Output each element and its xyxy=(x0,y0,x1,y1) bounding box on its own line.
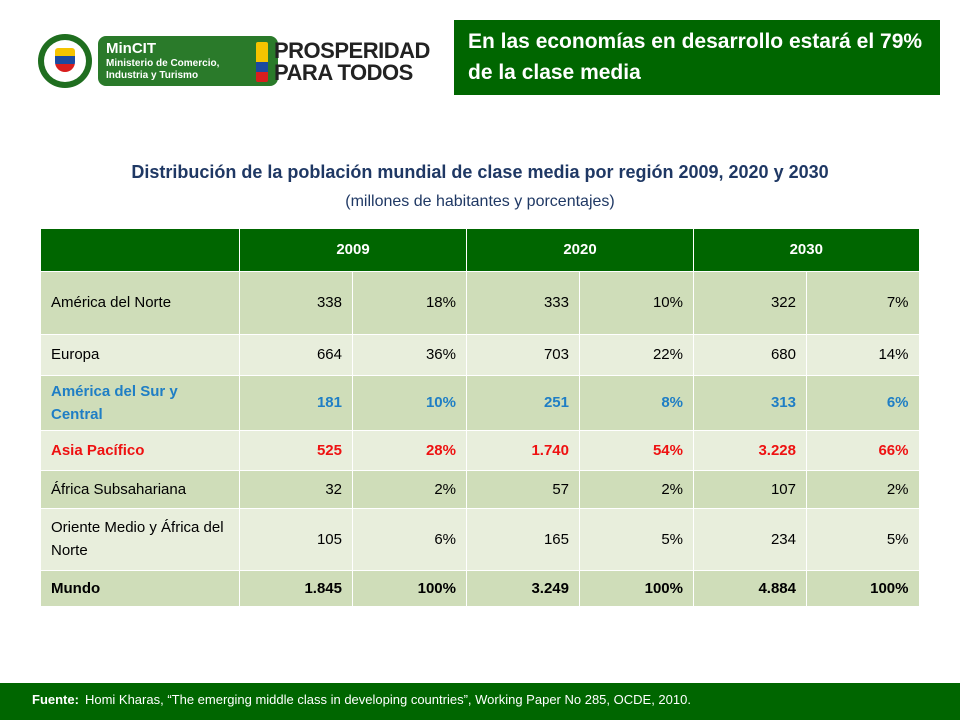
value-cell: 313 xyxy=(693,374,807,430)
header-2009: 2009 xyxy=(239,229,467,271)
table-row: Mundo 1.845 100% 3.249 100% 4.884 100% xyxy=(40,569,919,606)
value-cell: 525 xyxy=(239,429,353,470)
region-label: Asia Pacífico xyxy=(40,429,240,470)
prosperidad-line1: PROSPERIDAD xyxy=(274,38,430,63)
coat-of-arms-icon xyxy=(38,34,92,88)
value-cell: 181 xyxy=(239,374,353,430)
percent-cell: 5% xyxy=(579,507,694,570)
table-row: África Subsahariana 32 2% 57 2% 107 2% xyxy=(40,469,919,508)
value-cell: 32 xyxy=(239,469,353,508)
percent-cell: 10% xyxy=(352,374,467,430)
mincit-subtitle: Ministerio de Comercio, Industria y Turi… xyxy=(106,58,220,81)
percent-cell: 100% xyxy=(352,569,467,606)
colombia-flag-icon xyxy=(256,42,268,82)
percent-cell: 6% xyxy=(806,374,919,430)
percent-cell: 7% xyxy=(806,270,919,334)
region-label: Oriente Medio y África del Norte xyxy=(40,507,240,570)
table-row: Asia Pacífico 525 28% 1.740 54% 3.228 66% xyxy=(40,429,919,470)
percent-cell: 66% xyxy=(806,429,919,470)
region-label: África Subsahariana xyxy=(40,469,240,508)
table-header-row: 2009 2020 2030 xyxy=(40,229,919,271)
table-row: América del Norte 338 18% 333 10% 322 7% xyxy=(40,270,919,334)
value-cell: 322 xyxy=(693,270,807,334)
table-row: Europa 664 36% 703 22% 680 14% xyxy=(40,333,919,375)
region-label: Europa xyxy=(40,333,240,375)
percent-cell: 18% xyxy=(352,270,467,334)
value-cell: 338 xyxy=(239,270,353,334)
region-label: América del Norte xyxy=(40,270,240,334)
page-title: Distribución de la población mundial de … xyxy=(131,162,829,182)
table-row: Oriente Medio y África del Norte 105 6% 165… xyxy=(40,507,919,570)
page-subtitle: (millones de habitantes y porcentajes) xyxy=(345,193,615,210)
prosperidad-logo: PROSPERIDAD PARA TODOS xyxy=(256,40,432,86)
region-label: Mundo xyxy=(40,569,240,606)
distribution-table: 2009 2020 2030 América del Norte 338 18% 33… xyxy=(40,229,919,606)
header-blank-cell xyxy=(40,229,240,271)
header-2030: 2030 xyxy=(693,229,919,271)
value-cell: 3.228 xyxy=(693,429,807,470)
value-cell: 105 xyxy=(239,507,353,570)
footer-label: Fuente: xyxy=(32,692,79,707)
value-cell: 680 xyxy=(693,333,807,375)
value-cell: 3.249 xyxy=(466,569,580,606)
percent-cell: 5% xyxy=(806,507,919,570)
table-row: América del Sur y Central 181 10% 251 8% 313 6… xyxy=(40,374,919,430)
value-cell: 107 xyxy=(693,469,807,508)
percent-cell: 54% xyxy=(579,429,694,470)
percent-cell: 6% xyxy=(352,507,467,570)
value-cell: 234 xyxy=(693,507,807,570)
headline-box: En las economías en desarrollo estará el… xyxy=(454,20,940,95)
percent-cell: 100% xyxy=(579,569,694,606)
header-2020: 2020 xyxy=(466,229,694,271)
percent-cell: 2% xyxy=(806,469,919,508)
percent-cell: 36% xyxy=(352,333,467,375)
value-cell: 664 xyxy=(239,333,353,375)
percent-cell: 22% xyxy=(579,333,694,375)
region-label: América del Sur y Central xyxy=(40,374,240,430)
value-cell: 1.845 xyxy=(239,569,353,606)
mincit-title: MinCIT xyxy=(106,40,156,57)
value-cell: 703 xyxy=(466,333,580,375)
percent-cell: 10% xyxy=(579,270,694,334)
footer-text: Homi Kharas, “The emerging middle class … xyxy=(84,692,691,707)
value-cell: 165 xyxy=(466,507,580,570)
value-cell: 57 xyxy=(466,469,580,508)
mincit-badge: MinCIT Ministerio de Comercio, Industria… xyxy=(98,36,278,86)
percent-cell: 2% xyxy=(352,469,467,508)
footer-source: Fuente: Homi Kharas, “The emerging middle… xyxy=(0,683,960,720)
prosperidad-line2: PARA TODOS xyxy=(274,60,413,85)
mincit-logo: MinCIT Ministerio de Comercio, Industria… xyxy=(38,34,278,88)
value-cell: 4.884 xyxy=(693,569,807,606)
percent-cell: 100% xyxy=(806,569,919,606)
percent-cell: 14% xyxy=(806,333,919,375)
value-cell: 251 xyxy=(466,374,580,430)
percent-cell: 28% xyxy=(352,429,467,470)
percent-cell: 8% xyxy=(579,374,694,430)
value-cell: 333 xyxy=(466,270,580,334)
percent-cell: 2% xyxy=(579,469,694,508)
value-cell: 1.740 xyxy=(466,429,580,470)
